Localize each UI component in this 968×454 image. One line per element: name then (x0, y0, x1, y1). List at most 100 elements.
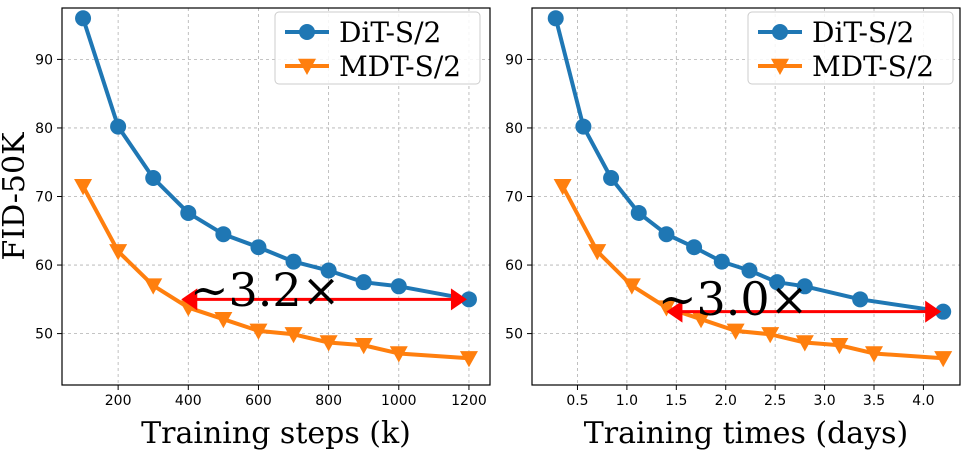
arrow-head-left (181, 288, 198, 311)
data-point-circle (741, 262, 758, 279)
data-point-triangle (726, 323, 745, 340)
arrow-head-right (925, 300, 942, 323)
x-tick-label: 1.0 (616, 393, 638, 409)
data-point-circle (603, 169, 620, 186)
x-tick-label: 200 (105, 393, 132, 409)
data-point-circle (713, 253, 730, 270)
series-group (547, 10, 953, 368)
y-tick-label: 50 (505, 327, 523, 343)
speedup-label: ∼3.0× (658, 272, 808, 326)
data-point-triangle (389, 346, 408, 363)
x-tick-label: 3.5 (863, 393, 885, 409)
data-point-circle (250, 239, 267, 256)
x-axis-label: Training times (days) (584, 416, 908, 451)
data-point-circle (180, 204, 197, 221)
data-point-triangle (865, 346, 884, 363)
data-point-circle (320, 262, 337, 279)
data-point-triangle (795, 335, 814, 352)
x-tick-label: 4.0 (912, 393, 934, 409)
speedup-annotation: ∼3.0× (658, 272, 942, 326)
x-tick-label: 1200 (451, 393, 487, 409)
legend: DiT-S/2 MDT-S/2 (747, 11, 954, 85)
data-point-triangle (657, 300, 676, 317)
data-point-circle (75, 10, 92, 27)
data-point-triangle (144, 278, 163, 295)
y-tick-label: 90 (505, 52, 523, 68)
arrow-head-right (450, 288, 467, 311)
data-point-circle (935, 303, 952, 320)
data-point-triangle (354, 338, 373, 355)
legend-label: DiT-S/2 (812, 16, 914, 49)
data-point-circle (285, 253, 302, 270)
legend-item-dit: DiT-S/2 (758, 16, 914, 49)
axis-ticks: 200 400 600 800 1000 1200 50 60 70 80 90 (35, 52, 487, 409)
series-line-dit (553, 17, 944, 314)
legend-marker-triangle (771, 58, 789, 75)
y-tick-label: 60 (505, 258, 523, 274)
data-point-triangle (74, 179, 93, 196)
data-point-circle (110, 118, 127, 135)
data-point-triangle (284, 327, 303, 344)
data-point-circle (686, 239, 703, 256)
legend-item-mdt: MDT-S/2 (758, 50, 934, 83)
series-group (74, 10, 478, 368)
speedup-annotation: ∼3.2× (181, 263, 467, 317)
data-point-circle (796, 278, 813, 295)
speedup-label: ∼3.2× (190, 263, 340, 317)
y-axis-label: FID-50K (0, 132, 32, 261)
legend: DiT-S/2 MDT-S/2 (274, 11, 481, 85)
data-point-triangle (109, 244, 128, 261)
legend-label: MDT-S/2 (812, 50, 934, 83)
data-point-triangle (319, 335, 338, 352)
data-point-triangle (459, 351, 478, 368)
data-point-circle (355, 274, 372, 291)
y-tick-label: 60 (35, 258, 53, 274)
data-point-circle (215, 226, 232, 243)
data-point-circle (769, 274, 786, 291)
data-point-triangle (830, 338, 849, 355)
data-point-circle (575, 118, 592, 135)
data-point-triangle (692, 311, 711, 329)
data-point-circle (658, 226, 675, 243)
data-point-circle (630, 204, 647, 221)
x-tick-label: 2.0 (715, 393, 737, 409)
data-point-circle (390, 278, 407, 295)
x-tick-label: 600 (245, 393, 272, 409)
y-tick-label: 70 (505, 190, 523, 206)
data-point-circle (460, 291, 477, 308)
x-tick-label: 1000 (381, 393, 417, 409)
data-point-circle (547, 10, 564, 27)
legend-label: DiT-S/2 (339, 16, 441, 49)
chart-panel-days: ∼3.0× 0.5 1.0 1.5 2.0 2.5 3.0 3.5 4.0 50 60 70 80 90… (505, 7, 961, 451)
y-tick-label: 80 (505, 121, 523, 137)
axis-ticks: 0.5 1.0 1.5 2.0 2.5 3.0 3.5 4.0 50 60 70 80 90 (505, 52, 934, 409)
legend-marker-circle (299, 24, 315, 40)
data-point-circle (852, 291, 869, 308)
data-point-triangle (214, 311, 233, 329)
data-point-circle (145, 169, 162, 186)
legend-marker-triangle (298, 58, 316, 75)
data-point-triangle (588, 244, 607, 261)
data-point-triangle (553, 179, 572, 196)
x-axis-label: Training steps (k) (141, 416, 411, 451)
data-point-triangle (622, 278, 641, 295)
data-point-triangle (249, 323, 268, 340)
y-tick-label: 70 (35, 190, 53, 206)
y-tick-label: 80 (35, 121, 53, 137)
y-tick-label: 50 (35, 327, 53, 343)
x-tick-label: 3.0 (813, 393, 835, 409)
data-point-triangle (934, 351, 953, 368)
legend-item-mdt: MDT-S/2 (285, 50, 461, 83)
legend-label: MDT-S/2 (339, 50, 461, 83)
legend-item-dit: DiT-S/2 (285, 16, 441, 49)
x-tick-label: 0.5 (566, 393, 588, 409)
x-tick-label: 400 (175, 393, 202, 409)
x-tick-label: 2.5 (764, 393, 786, 409)
x-tick-label: 800 (315, 393, 342, 409)
arrow-head-left (666, 300, 683, 323)
legend-marker-circle (772, 24, 788, 40)
y-tick-label: 90 (35, 52, 53, 68)
chart-panel-steps: ∼3.2× 200 400 600 800 1000 1200 50 60 70 80 90 Tra… (0, 7, 491, 451)
x-tick-label: 1.5 (665, 393, 687, 409)
